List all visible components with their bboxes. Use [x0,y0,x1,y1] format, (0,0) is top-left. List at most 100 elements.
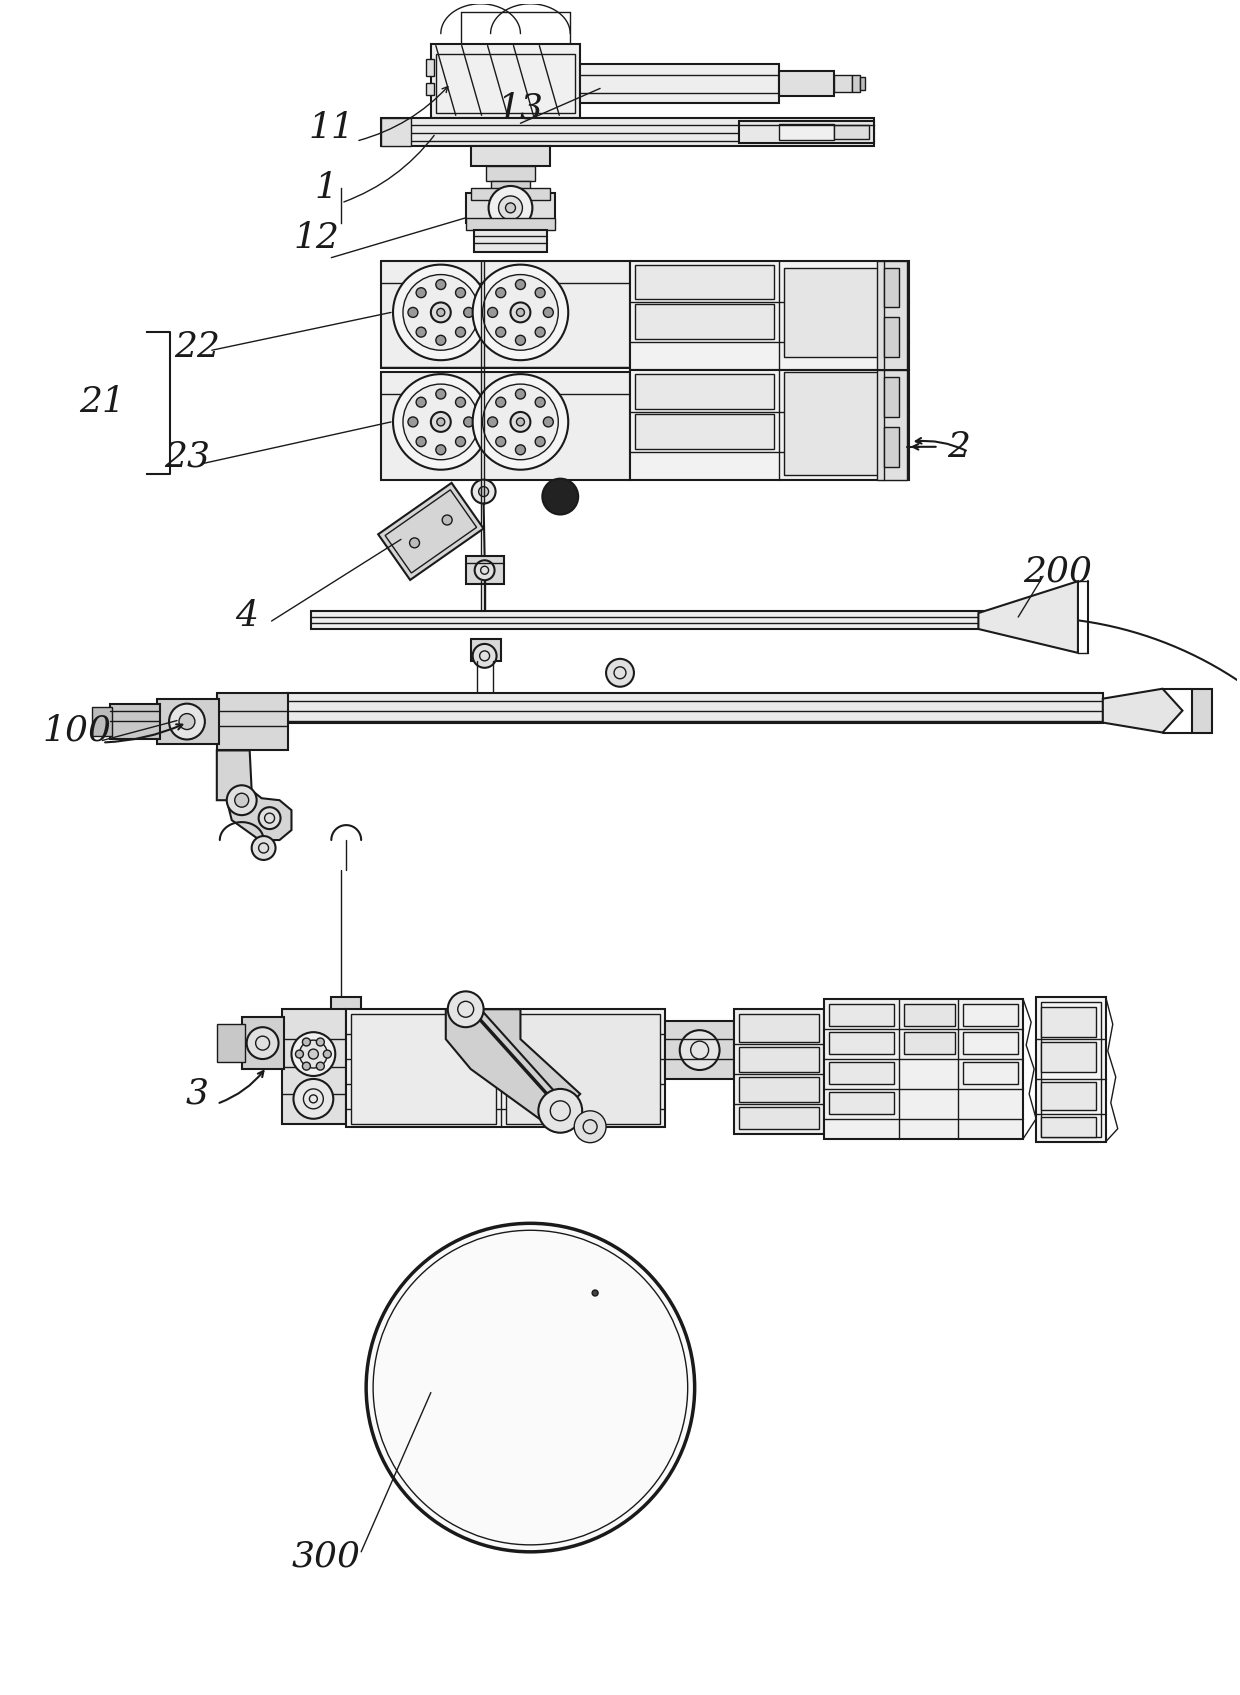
Bar [286,693,1102,722]
Circle shape [455,288,465,298]
Bar [739,1048,820,1071]
Circle shape [252,836,275,859]
Circle shape [179,714,195,729]
Bar [877,370,906,480]
Circle shape [455,437,465,446]
Bar [466,556,503,585]
Bar [963,1005,1018,1025]
Bar [835,76,852,93]
Circle shape [516,336,526,346]
Bar [884,427,899,466]
Circle shape [417,397,427,407]
Bar [311,612,1028,629]
Bar [425,59,434,76]
Bar [110,703,160,739]
Circle shape [487,417,497,427]
Bar [784,268,904,358]
Circle shape [482,275,558,351]
Bar [506,1014,660,1124]
Bar [784,373,904,475]
Bar [665,1020,734,1080]
Bar [346,1009,665,1127]
Circle shape [435,280,446,290]
Circle shape [517,419,525,425]
Circle shape [538,1088,582,1132]
Circle shape [574,1110,606,1142]
Bar [904,1005,956,1025]
Bar [157,698,218,744]
Bar [830,1063,894,1083]
Text: 2: 2 [947,431,970,464]
Circle shape [227,785,257,815]
Circle shape [496,397,506,407]
Polygon shape [1102,688,1183,732]
Circle shape [303,1063,310,1070]
Bar [491,181,531,193]
Circle shape [436,308,445,317]
Circle shape [489,186,532,231]
Circle shape [498,197,522,220]
Bar [739,1107,820,1129]
Bar [963,1032,1018,1054]
Bar [580,63,779,103]
Bar [630,370,909,480]
Circle shape [316,1063,325,1070]
Circle shape [436,419,445,425]
Circle shape [169,703,205,739]
Circle shape [408,307,418,317]
Circle shape [680,1031,719,1070]
Bar [1042,1007,1096,1037]
Circle shape [593,1290,598,1297]
Circle shape [516,390,526,398]
Circle shape [496,327,506,337]
Circle shape [435,336,446,346]
Text: 3: 3 [186,1076,208,1110]
Bar [381,119,874,146]
Circle shape [536,288,546,298]
Circle shape [417,437,427,446]
Bar [471,146,551,166]
Circle shape [408,417,418,427]
Bar [1042,1117,1096,1137]
Circle shape [417,288,427,298]
Polygon shape [378,483,484,580]
Bar [635,414,774,449]
Circle shape [506,203,516,214]
Text: 100: 100 [43,714,112,747]
Circle shape [247,1027,279,1059]
Circle shape [543,417,553,427]
Bar [884,376,899,417]
Circle shape [517,308,525,317]
Circle shape [291,1032,335,1076]
Bar [430,44,580,119]
Circle shape [234,793,249,807]
Bar [1193,688,1213,732]
Circle shape [472,375,568,470]
Bar [739,122,874,142]
Bar [425,83,434,95]
Circle shape [536,437,546,446]
Text: 200: 200 [1023,554,1092,588]
Bar [884,317,899,358]
Circle shape [403,385,479,459]
Circle shape [299,1041,327,1068]
Circle shape [475,561,495,580]
Bar [92,707,113,737]
Text: 1: 1 [315,171,337,205]
Circle shape [455,327,465,337]
Bar [635,375,774,408]
Circle shape [472,264,568,361]
Bar [739,1076,820,1102]
Bar [486,166,536,181]
Circle shape [455,397,465,407]
Circle shape [448,992,484,1027]
Circle shape [309,1049,319,1059]
Bar [381,261,630,368]
Bar [217,693,289,751]
Bar [884,268,899,307]
Bar [1042,1042,1096,1071]
Circle shape [435,444,446,454]
Bar [330,1017,363,1027]
Text: 300: 300 [291,1539,361,1575]
Polygon shape [217,751,291,841]
